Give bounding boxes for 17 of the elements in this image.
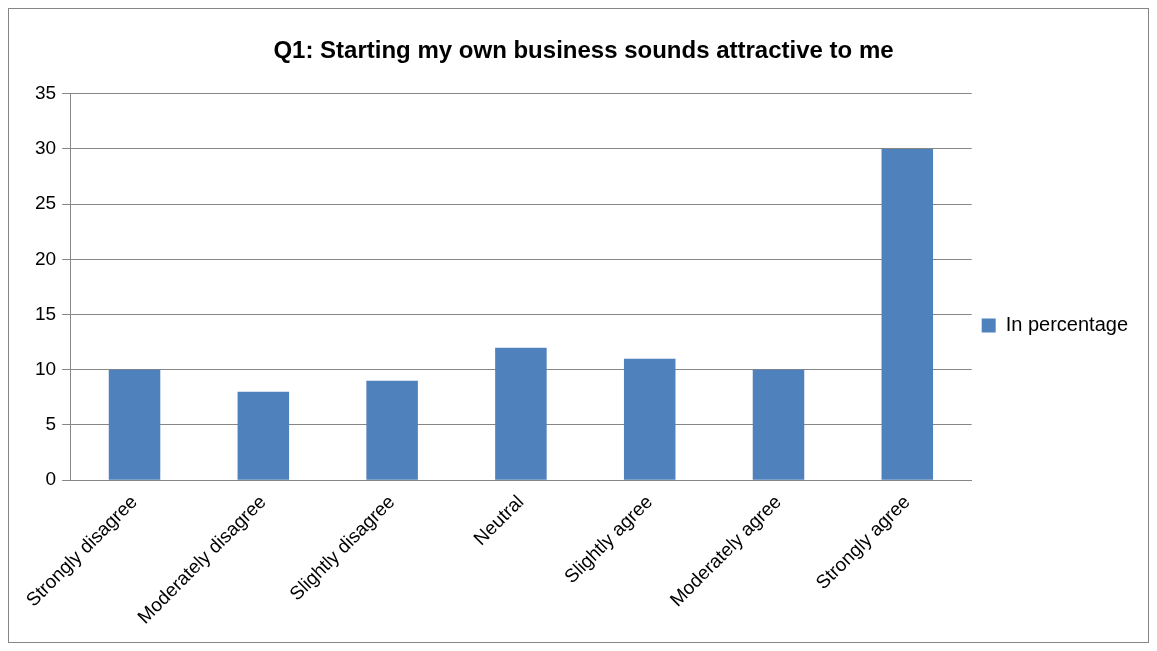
- bar: [495, 347, 547, 480]
- y-tick-label: 10: [34, 358, 57, 379]
- bar: [108, 369, 161, 480]
- y-tick-label: 5: [45, 413, 57, 435]
- bar: [623, 358, 676, 480]
- y-tick-label: 20: [34, 247, 57, 269]
- bar: [366, 380, 418, 480]
- legend-label: In percentage: [1005, 313, 1129, 336]
- y-tick-label: 35: [34, 82, 57, 104]
- bar: [881, 148, 934, 480]
- y-tick-label: 25: [34, 192, 57, 214]
- y-tick-label: 0: [45, 468, 57, 490]
- chart-title: Q1: Starting my own business sounds attractive to me: [273, 36, 894, 64]
- y-tick-label: 30: [34, 137, 57, 159]
- bar: [752, 369, 805, 480]
- bar: [237, 391, 290, 480]
- y-tick-label: 15: [34, 302, 57, 324]
